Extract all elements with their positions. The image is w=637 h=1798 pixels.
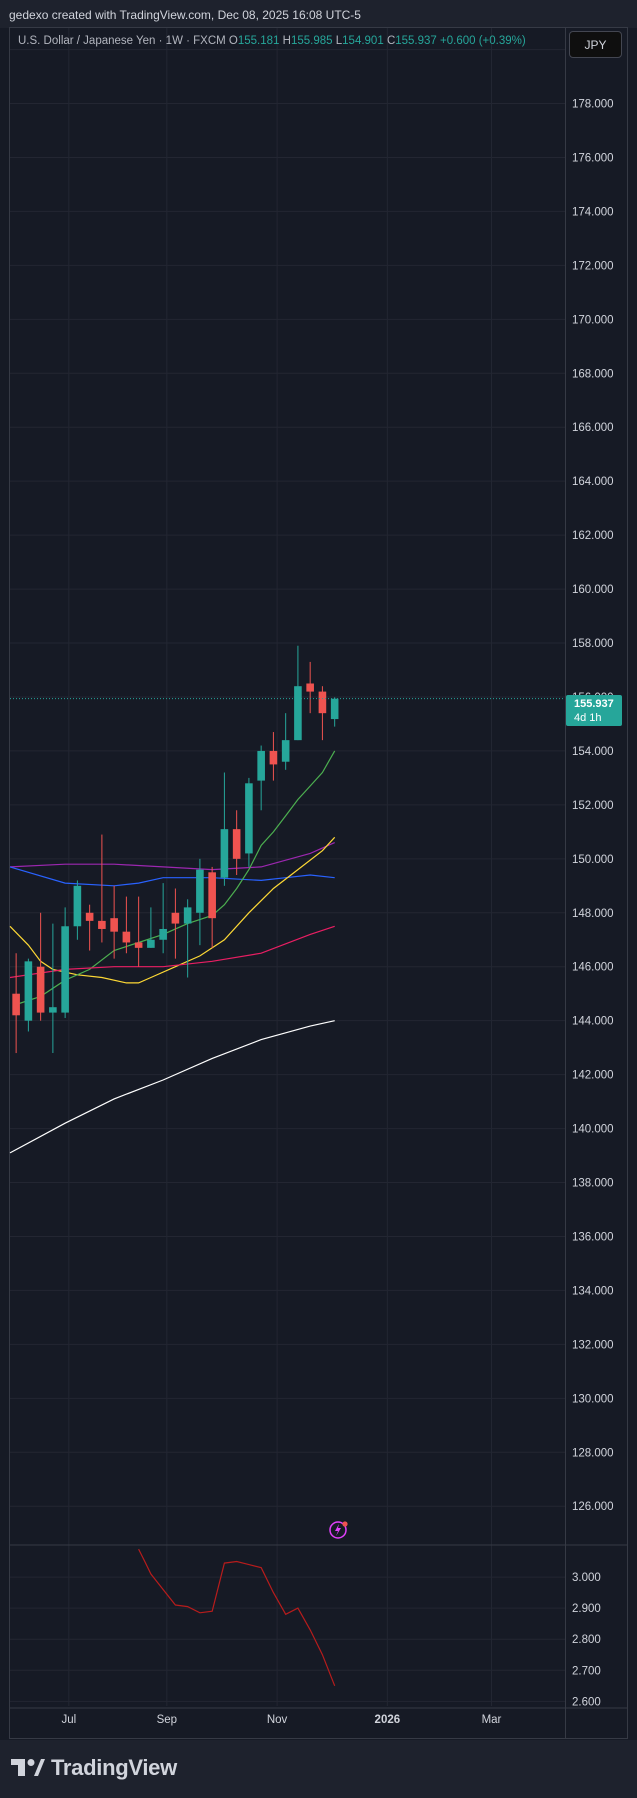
candle-body[interactable] [330,698,339,720]
currency-badge[interactable]: JPY [569,31,622,58]
x-tick-label: Nov [267,1714,288,1726]
y-tick-label: 128.000 [572,1447,614,1459]
moving-average-line [9,1020,335,1154]
candle-body[interactable] [85,912,94,921]
moving-average-line [9,866,335,887]
candle-body[interactable] [147,939,155,948]
candle-body[interactable] [257,750,265,781]
candle-body[interactable] [73,885,82,927]
close-value: 155.937 [395,35,437,47]
symbol-legend: U.S. Dollar / Japanese Yen · 1W · FXCM O… [18,35,526,47]
candle-body[interactable] [281,740,290,762]
candle-body[interactable] [61,926,69,1013]
symbol-title: U.S. Dollar / Japanese Yen · 1W · FXCM [18,35,226,47]
close-label: C [386,35,396,47]
candle-body[interactable] [24,961,33,1021]
y-tick-label: 160.000 [572,584,614,596]
y-tick-label: 140.000 [572,1124,614,1136]
brand-name: TradingView [51,1755,177,1780]
top-bar: gedexo created with TradingView.com, Dec… [0,0,637,28]
bar-countdown: 4d 1h [574,712,602,724]
candle-body[interactable] [183,907,192,924]
x-tick-label: Sep [157,1714,177,1726]
y-tick-label: 148.000 [572,908,614,920]
candle-body[interactable] [306,683,314,692]
chart-credit: gedexo created with TradingView.com, Dec… [9,8,361,22]
y-tick-label: 126.000 [572,1501,614,1513]
sub-y-tick-label: 2.700 [572,1665,601,1677]
low-value: 154.901 [342,35,384,47]
sub-y-tick-label: 2.900 [572,1603,601,1615]
candle-body[interactable] [36,966,45,1013]
y-tick-label: 168.000 [572,368,614,380]
notification-dot [342,1521,348,1527]
lightning-bolt-icon [335,1524,341,1536]
candle-body[interactable] [294,686,302,741]
open-value: 155.181 [237,35,280,47]
candle-body[interactable] [318,691,327,714]
y-tick-label: 144.000 [572,1016,614,1028]
tradingview-logo-icon [11,1759,45,1776]
candle-body[interactable] [232,829,241,859]
high-label: H [282,35,291,47]
candle-body[interactable] [208,872,216,919]
y-tick-label: 130.000 [572,1393,614,1405]
open-label: O [228,35,238,47]
indicator-line [138,1548,336,1687]
low-label: L [335,35,343,47]
tradingview-logo: TradingView [11,1755,177,1781]
candle-body[interactable] [159,928,167,940]
candle-body[interactable] [171,912,180,924]
y-tick-label: 164.000 [572,476,614,488]
change-value: +0.600 (+0.39%) [440,35,526,47]
y-tick-label: 142.000 [572,1070,614,1082]
sub-y-tick-label: 2.600 [572,1696,601,1708]
y-tick-label: 178.000 [572,99,614,111]
footer-bar [0,1740,637,1798]
y-tick-label: 154.000 [572,746,614,758]
high-value: 155.985 [290,35,333,47]
candle-body[interactable] [220,829,229,878]
candle-body[interactable] [122,931,131,943]
y-tick-label: 152.000 [572,800,614,812]
x-tick-label: 2026 [375,1714,401,1726]
candle-body[interactable] [196,869,204,913]
y-tick-label: 166.000 [572,422,614,434]
candle-body[interactable] [98,920,106,929]
last-price-value: 155.937 [574,698,614,710]
candle-body[interactable] [110,918,118,932]
y-tick-label: 136.000 [572,1231,614,1243]
x-tick-label: Jul [61,1714,76,1726]
y-tick-label: 138.000 [572,1178,614,1190]
chart-frame [9,27,628,1739]
moving-average-line [9,836,336,984]
y-tick-label: 150.000 [572,854,614,866]
sub-y-tick-label: 3.000 [572,1572,601,1584]
y-tick-label: 146.000 [572,962,614,974]
x-tick-label: Mar [482,1714,502,1726]
last-price-tag: 155.937 4d 1h [566,695,622,726]
candle-body[interactable] [134,942,143,948]
sub-y-tick-label: 2.800 [572,1634,601,1646]
candle-body[interactable] [269,750,278,765]
y-tick-label: 176.000 [572,152,614,164]
y-tick-label: 170.000 [572,314,614,326]
y-tick-label: 134.000 [572,1285,614,1297]
moving-average-line [15,750,336,1006]
candle-body[interactable] [12,993,20,1016]
y-tick-label: 158.000 [572,638,614,650]
candle-body[interactable] [245,783,253,854]
moving-average-line [9,842,335,871]
lightning-icon[interactable] [329,1521,347,1539]
y-tick-label: 174.000 [572,206,614,218]
y-tick-label: 172.000 [572,260,614,272]
y-tick-label: 132.000 [572,1339,614,1351]
moving-average-line [9,925,335,979]
y-tick-label: 162.000 [572,530,614,542]
candle-body[interactable] [49,1007,57,1013]
